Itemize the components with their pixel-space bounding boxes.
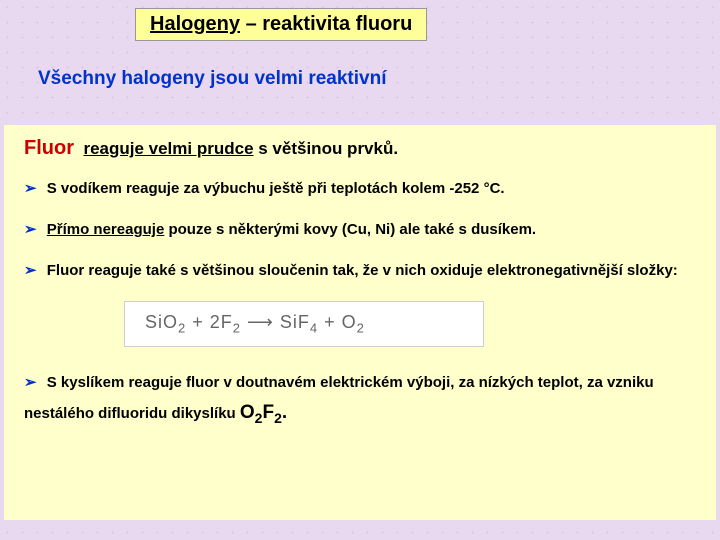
bullet-1: ➢ S vodíkem reaguje za výbuchu ještě při… bbox=[24, 178, 696, 199]
eq-plus1: + 2F bbox=[186, 312, 233, 332]
eq-sub: 4 bbox=[310, 321, 318, 336]
eq-sub: 2 bbox=[233, 321, 241, 336]
bullet-2-rest: pouze s některými kovy (Cu, Ni) ale také… bbox=[164, 221, 536, 238]
fluor-name: Fluor bbox=[24, 137, 74, 159]
formula-sub: 2 bbox=[274, 409, 282, 425]
fluor-line: Fluor reaguje velmi prudce s většinou pr… bbox=[24, 137, 696, 160]
bullet-arrow-icon: ➢ bbox=[24, 221, 37, 238]
equation: SiO2 + 2F2 ⟶ SiF4 + O2 bbox=[124, 301, 484, 347]
bullet-arrow-icon: ➢ bbox=[24, 374, 37, 391]
eq-sub: 2 bbox=[178, 321, 186, 336]
subtitle: Všechny halogeny jsou velmi reaktivní bbox=[38, 68, 386, 90]
bullet-3-text: Fluor reaguje také s většinou sloučenin … bbox=[47, 262, 678, 279]
bullet-2: ➢ Přímo nereaguje pouze s některými kovy… bbox=[24, 219, 696, 240]
title-rest: – reaktivita fluoru bbox=[240, 13, 412, 35]
fluor-rest: s většinou prvků. bbox=[254, 139, 399, 158]
formula-dot: . bbox=[282, 402, 287, 423]
content-box: Fluor reaguje velmi prudce s většinou pr… bbox=[4, 125, 716, 520]
title-underlined: Halogeny bbox=[150, 13, 240, 35]
bullet-4: ➢ S kyslíkem reaguje fluor v doutnavém e… bbox=[24, 369, 696, 431]
bullet-3: ➢ Fluor reaguje také s většinou sloučeni… bbox=[24, 260, 696, 281]
bullet-4-text: S kyslíkem reaguje fluor v doutnavém ele… bbox=[24, 374, 654, 422]
eq-sub: 2 bbox=[357, 321, 365, 336]
bullet-arrow-icon: ➢ bbox=[24, 262, 37, 279]
eq-plus2: + O bbox=[318, 312, 357, 332]
bullet-arrow-icon: ➢ bbox=[24, 180, 37, 197]
title-box: Halogeny – reaktivita fluoru bbox=[135, 8, 427, 41]
formula-o2f2: O2F2 bbox=[240, 402, 282, 423]
formula-f: F bbox=[262, 402, 274, 423]
bullet-2-under: Přímo nereaguje bbox=[47, 221, 165, 238]
formula-o: O bbox=[240, 402, 255, 423]
eq-arrow: ⟶ SiF bbox=[241, 312, 310, 332]
eq-sio: SiO bbox=[145, 312, 178, 332]
fluor-under: reaguje velmi prudce bbox=[83, 139, 253, 158]
bullet-1-text: S vodíkem reaguje za výbuchu ještě při t… bbox=[47, 180, 505, 197]
